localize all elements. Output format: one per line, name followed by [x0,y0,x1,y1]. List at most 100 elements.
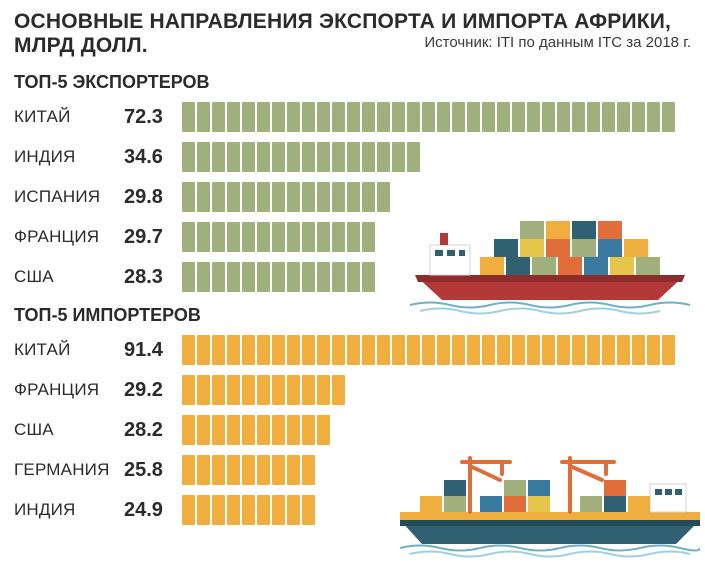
bar [182,142,420,172]
bar-segment [197,222,210,252]
bar-segment [197,495,210,525]
bar-segment [227,262,240,292]
bar-segment [197,142,210,172]
bar-segment [272,102,285,132]
bar-segment [632,102,645,132]
bar-segment [257,102,270,132]
bar-segment [467,102,480,132]
bar-segment [272,455,285,485]
bar-segment [302,455,315,485]
bar-segment [197,455,210,485]
bar-segment [257,415,270,445]
bar-segment [302,102,315,132]
bar-segment [332,335,345,365]
row-value: 29.7 [124,226,182,249]
bar-segment [332,182,345,212]
bar-segment [242,222,255,252]
bar-segment [542,335,555,365]
bar-segment [212,455,225,485]
bar-segment [377,335,390,365]
bar-segment [587,335,600,365]
bar-segment [512,102,525,132]
bar-segment [257,375,270,405]
bar-segment [227,335,240,365]
bar-segment [287,415,300,445]
bar-segment [182,262,195,292]
bar-segment [602,335,615,365]
bar-segment [287,102,300,132]
bar-segment [332,222,345,252]
bar-segment [242,182,255,212]
bar-segment [332,262,345,292]
bar-segment [272,182,285,212]
bar-segment [377,142,390,172]
bar-segment [212,222,225,252]
bar-segment [557,335,570,365]
bar-segment [512,335,525,365]
source-label: Источник: ITI по данным ITC за 2018 г. [424,34,691,51]
chart-row: ФРАНЦИЯ29.7 [14,219,691,255]
bar-segment [617,102,630,132]
bar-segment [227,495,240,525]
row-value: 24.9 [124,499,182,522]
bar-segment [302,335,315,365]
bar-segment [242,415,255,445]
bar-segment [182,182,195,212]
bar-segment [647,102,660,132]
infographic-root: ОСНОВНЫЕ НАПРАВЛЕНИЯ ЭКСПОРТА И ИМПОРТА … [0,0,705,572]
bar-segment [242,335,255,365]
title-line-2: МЛРД ДОЛЛ. [14,34,148,57]
bar-segment [347,335,360,365]
bar-segment [332,142,345,172]
bar-segment [182,142,195,172]
bar-segment [302,142,315,172]
bar-segment [482,102,495,132]
bar-segment [557,102,570,132]
row-value: 29.2 [124,379,182,402]
bar-segment [407,102,420,132]
bar-segment [587,102,600,132]
chart-row: США28.3 [14,259,691,295]
bar-segment [497,102,510,132]
row-label: КИТАЙ [14,107,124,127]
bar-segment [182,335,195,365]
bar-segment [182,222,195,252]
bar [182,182,390,212]
chart-row: США28.2 [14,412,691,448]
bar-segment [182,495,195,525]
importers-section-title: ТОП-5 ИМПОРТЕРОВ [14,305,691,326]
bar-segment [197,262,210,292]
bar-segment [362,262,375,292]
bar-segment [527,335,540,365]
bar-segment [182,102,195,132]
exporters-section-title: ТОП-5 ЭКСПОРТЕРОВ [14,72,691,93]
bar [182,222,375,252]
bar-segment [287,142,300,172]
bar-segment [302,222,315,252]
bar-segment [302,262,315,292]
bar-segment [302,495,315,525]
bar-segment [317,102,330,132]
bar-segment [377,182,390,212]
bar-segment [257,495,270,525]
bar-segment [407,142,420,172]
exporters-chart: КИТАЙ72.3ИНДИЯ34.6ИСПАНИЯ29.8ФРАНЦИЯ29.7… [14,99,691,295]
bar-segment [227,142,240,172]
bar-segment [212,142,225,172]
bar-segment [287,262,300,292]
bar-segment [212,375,225,405]
bar-segment [347,102,360,132]
bar-segment [272,335,285,365]
row-label: ФРАНЦИЯ [14,227,124,247]
row-label: ИСПАНИЯ [14,187,124,207]
bar-segment [242,262,255,292]
bar-segment [437,102,450,132]
bar-segment [317,142,330,172]
bar-segment [257,262,270,292]
bar-segment [212,182,225,212]
bar-segment [272,262,285,292]
bar-segment [317,335,330,365]
bar-segment [182,455,195,485]
bar-segment [647,335,660,365]
bar-segment [317,415,330,445]
